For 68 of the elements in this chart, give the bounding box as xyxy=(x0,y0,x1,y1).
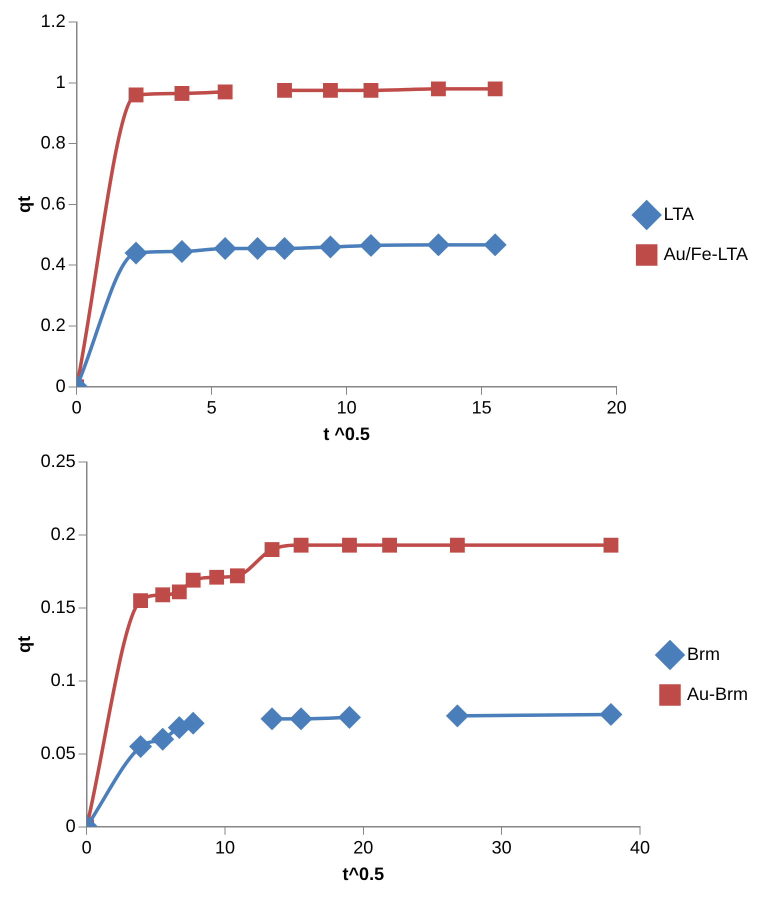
y-tick-label: 0.4 xyxy=(40,254,66,274)
point xyxy=(323,82,338,98)
point xyxy=(128,88,144,102)
x-tick-label: 0 xyxy=(82,838,92,858)
y-tick-label: 0.8 xyxy=(40,132,66,153)
x-tick-label: 15 xyxy=(472,398,492,418)
point xyxy=(230,568,245,584)
point xyxy=(294,538,308,553)
point xyxy=(600,704,622,726)
point xyxy=(246,238,268,260)
legend-label: Brm xyxy=(686,644,720,664)
point xyxy=(261,708,283,730)
x-axis-title: t ^0.5 xyxy=(323,424,370,444)
point xyxy=(604,538,618,553)
y-axis-title: qt xyxy=(14,196,34,213)
x-tick-label: 40 xyxy=(630,838,650,858)
point xyxy=(382,538,398,553)
point xyxy=(214,238,236,260)
point xyxy=(364,82,378,98)
y-tick-label: 0.6 xyxy=(40,193,66,214)
legend-label: LTA xyxy=(664,204,694,224)
x-axis-title: t^0.5 xyxy=(342,864,384,884)
point xyxy=(274,238,296,260)
y-tick-label: 0.2 xyxy=(50,524,76,544)
y-tick-label: 1 xyxy=(56,72,66,92)
point xyxy=(277,82,292,98)
point xyxy=(125,242,147,264)
point xyxy=(209,570,224,585)
y-axis-title: qt xyxy=(14,636,34,653)
x-tick-label: 10 xyxy=(214,838,235,858)
x-tick-label: 20 xyxy=(353,838,374,858)
point xyxy=(186,572,201,588)
point xyxy=(152,728,174,750)
point xyxy=(290,708,312,730)
y-tick-label: 0 xyxy=(56,376,66,396)
y-tick-label: 0.2 xyxy=(40,314,66,335)
y-tick-label: 0 xyxy=(66,816,76,836)
y-tick-label: 0.05 xyxy=(40,742,76,763)
point xyxy=(488,81,503,96)
y-tick-label: 0.1 xyxy=(50,670,76,690)
point xyxy=(484,234,506,256)
point xyxy=(450,538,465,553)
x-tick-label: 20 xyxy=(606,398,627,418)
x-tick-label: 5 xyxy=(206,398,217,418)
point xyxy=(428,234,450,256)
point xyxy=(264,542,280,557)
point xyxy=(320,236,342,258)
point xyxy=(360,234,382,256)
point xyxy=(446,705,468,727)
point xyxy=(174,86,190,101)
point xyxy=(168,716,190,738)
legend-label: Au-Brm xyxy=(686,684,748,704)
point xyxy=(431,81,446,96)
point xyxy=(155,587,170,602)
legend-label: Au/Fe-LTA xyxy=(664,244,748,264)
point xyxy=(342,538,357,553)
point xyxy=(130,736,152,758)
point xyxy=(172,584,187,600)
y-tick-label: 0.25 xyxy=(40,450,76,471)
point xyxy=(338,706,360,728)
y-tick-label: 1.2 xyxy=(40,10,66,31)
x-tick-label: 10 xyxy=(336,398,357,418)
point xyxy=(182,712,204,734)
point xyxy=(218,84,233,100)
x-tick-label: 30 xyxy=(492,838,512,858)
y-tick-label: 0.15 xyxy=(40,596,76,617)
point xyxy=(133,593,148,608)
point xyxy=(171,240,193,262)
